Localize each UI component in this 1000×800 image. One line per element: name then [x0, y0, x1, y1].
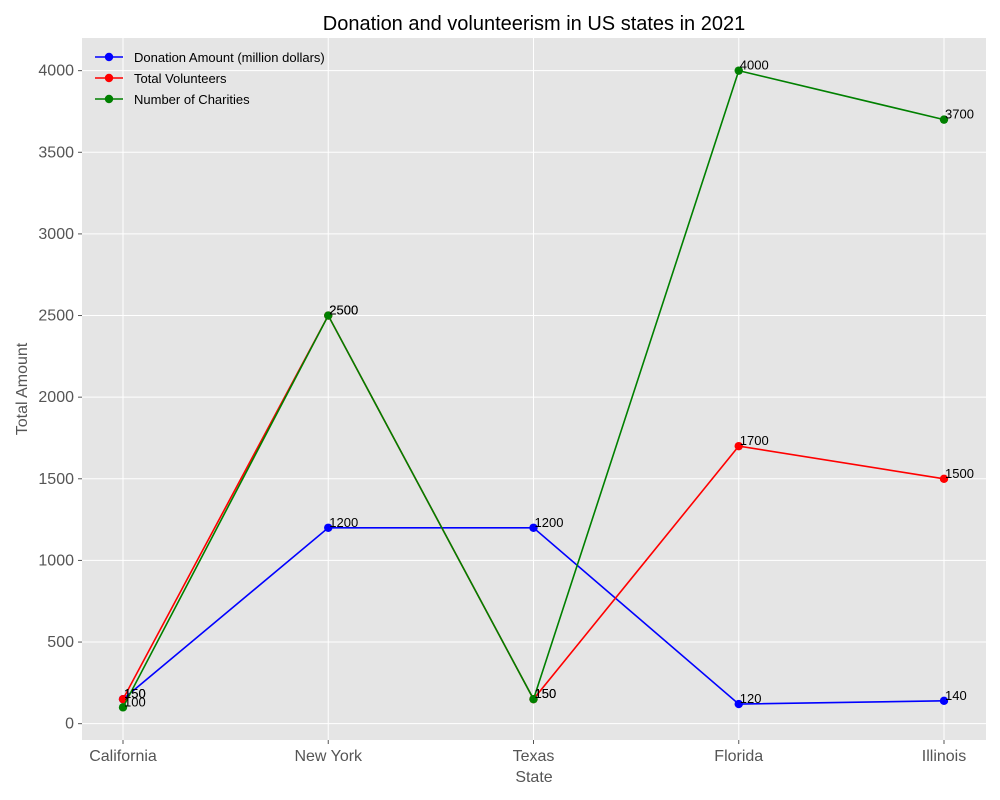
data-point-donation-amount-million-dollars — [939, 696, 949, 706]
data-label-donation-amount-million-dollars: 140 — [945, 688, 967, 703]
y-axis-label: Total Amount — [14, 342, 31, 435]
series-number-of-charities — [118, 66, 949, 712]
legend-label-donation-amount-million-dollars: Donation Amount (million dollars) — [134, 50, 325, 65]
data-point-number-of-charities — [734, 66, 743, 75]
y-tick-label: 3000 — [38, 226, 74, 243]
x-tick-label-texas: Texas — [513, 748, 555, 765]
data-label-total-volunteers: 1500 — [945, 466, 974, 481]
data-label-donation-amount-million-dollars: 120 — [740, 691, 762, 706]
x-tick-label-illinois: Illinois — [922, 748, 966, 765]
x-axis-label: State — [515, 769, 552, 786]
data-label-donation-amount-million-dollars: 150 — [124, 686, 146, 701]
x-tick-label-florida: Florida — [714, 748, 763, 765]
data-point-donation-amount-million-dollars — [529, 523, 538, 532]
x-tick-label-new-york: New York — [294, 748, 363, 765]
legend-label-number-of-charities: Number of Charities — [134, 92, 250, 107]
series-layer — [118, 66, 949, 712]
legend-marker-number-of-charities — [104, 94, 114, 104]
legend: Donation Amount (million dollars) Total V… — [95, 50, 325, 107]
data-label-number-of-charities: 3700 — [945, 107, 974, 122]
data-label-number-of-charities: 2500 — [329, 303, 358, 318]
data-label-number-of-charities: 4000 — [740, 58, 769, 73]
y-tick-label: 3500 — [38, 144, 74, 161]
y-tick-label: 4000 — [38, 63, 74, 80]
y-axis-ticks: 0 500 1000 1500 2000 2500 3000 3500 4000 — [38, 63, 82, 733]
data-label-number-of-charities: 150 — [535, 686, 557, 701]
data-label-number-of-charities: 100 — [124, 694, 146, 709]
legend-marker-donation-amount-million-dollars — [104, 52, 114, 62]
data-point-number-of-charities — [939, 115, 949, 124]
x-tick-label-california: California — [89, 748, 157, 765]
legend-marker-total-volunteers — [104, 73, 114, 83]
legend-label-total-volunteers: Total Volunteers — [134, 71, 227, 86]
data-label-total-volunteers: 150 — [124, 686, 146, 701]
y-tick-label: 2500 — [38, 308, 74, 325]
data-point-number-of-charities — [529, 694, 538, 704]
data-label-total-volunteers: 1700 — [740, 433, 769, 448]
data-label-donation-amount-million-dollars: 1200 — [535, 515, 564, 530]
data-point-donation-amount-million-dollars — [734, 699, 743, 709]
y-tick-label: 0 — [65, 716, 74, 733]
x-axis-ticks: California New York Texas Florida Illinois — [89, 740, 966, 765]
data-point-donation-amount-million-dollars — [324, 523, 333, 532]
data-point-number-of-charities — [324, 311, 333, 320]
data-label-total-volunteers: 150 — [535, 686, 557, 701]
y-tick-label: 500 — [47, 634, 74, 651]
y-tick-label: 1000 — [38, 552, 74, 569]
data-point-total-volunteers — [734, 441, 743, 451]
y-tick-label: 1500 — [38, 471, 74, 488]
data-point-total-volunteers — [939, 474, 949, 483]
chart-title: Donation and volunteerism in US states i… — [323, 13, 745, 35]
grid — [82, 38, 986, 740]
y-tick-label: 2000 — [38, 389, 74, 406]
data-point-total-volunteers — [118, 694, 128, 704]
data-label-total-volunteers: 2500 — [329, 303, 358, 318]
data-point-number-of-charities — [118, 703, 128, 712]
data-label-donation-amount-million-dollars: 1200 — [329, 515, 358, 530]
